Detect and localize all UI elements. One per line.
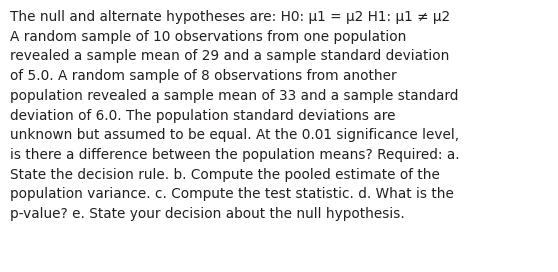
Text: The null and alternate hypotheses are: H0: μ1 = μ2 H1: μ1 ≠ μ2
A random sample o: The null and alternate hypotheses are: H… [10,10,460,221]
